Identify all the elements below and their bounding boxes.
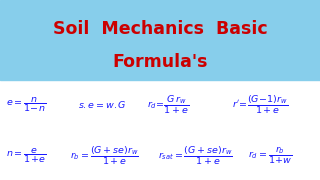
FancyBboxPatch shape xyxy=(0,0,320,80)
Text: $r_{sat} = \dfrac{(G + se)r_w}{1 + e}$: $r_{sat} = \dfrac{(G + se)r_w}{1 + e}$ xyxy=(158,145,233,167)
Text: Soil  Mechanics  Basic: Soil Mechanics Basic xyxy=(53,20,267,38)
Text: $r_b = \dfrac{(G + se)r_w}{1 + e}$: $r_b = \dfrac{(G + se)r_w}{1 + e}$ xyxy=(70,145,139,167)
Text: $e = \dfrac{n}{1\!-\!n}$: $e = \dfrac{n}{1\!-\!n}$ xyxy=(6,95,46,114)
Text: $s.e = w.G$: $s.e = w.G$ xyxy=(78,99,127,110)
Text: Formula's: Formula's xyxy=(112,53,208,71)
Text: $r_d = \dfrac{r_b}{1\!+\!w}$: $r_d = \dfrac{r_b}{1\!+\!w}$ xyxy=(248,145,292,166)
Text: $r_d\!=\!\dfrac{G\,r_w}{1 + e}$: $r_d\!=\!\dfrac{G\,r_w}{1 + e}$ xyxy=(147,93,190,116)
Text: $n = \dfrac{e}{1\!+\!e}$: $n = \dfrac{e}{1\!+\!e}$ xyxy=(6,146,46,165)
Text: $r'\!=\!\dfrac{(G\!-\!1)r_w}{1 + e}$: $r'\!=\!\dfrac{(G\!-\!1)r_w}{1 + e}$ xyxy=(232,93,288,116)
